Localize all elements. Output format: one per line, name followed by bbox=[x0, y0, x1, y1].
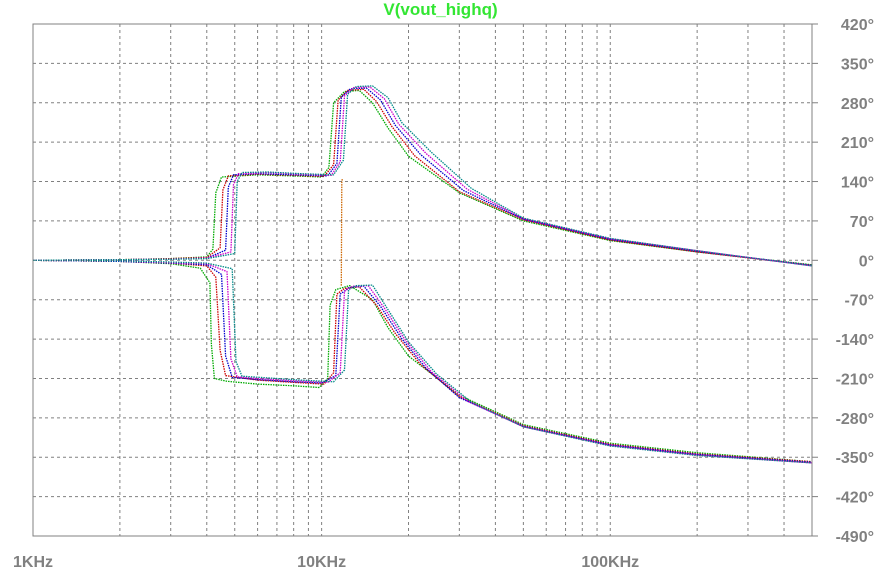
y-tick-label: 280° bbox=[841, 96, 874, 113]
x-tick-label: 100KHz bbox=[581, 554, 639, 571]
y-tick-label: -70° bbox=[844, 293, 874, 310]
series-line-11 bbox=[340, 178, 344, 286]
series-line-1 bbox=[32, 259, 813, 463]
plot-area-frame bbox=[32, 23, 813, 537]
y-axis-ticks: 420° 350° 280° 210° 140° 70° 0° -70° -140° -210° -… bbox=[812, 17, 874, 546]
grid bbox=[33, 23, 812, 537]
y-tick-label: 350° bbox=[841, 56, 874, 73]
y-tick-label: -280° bbox=[836, 411, 874, 428]
y-tick-label: 210° bbox=[841, 135, 874, 152]
y-tick-label: -490° bbox=[836, 529, 874, 546]
series-line-10 bbox=[32, 85, 813, 267]
y-tick-label: -210° bbox=[836, 371, 874, 388]
series-line-9 bbox=[32, 86, 813, 267]
x-axis-ticks: 1KHz 10KHz 100KHz bbox=[13, 554, 639, 571]
series-line-7 bbox=[32, 88, 813, 267]
series-line-4 bbox=[32, 259, 813, 464]
series-line-5 bbox=[32, 259, 813, 464]
y-tick-label: 70° bbox=[850, 214, 874, 231]
y-tick-label: 0° bbox=[859, 253, 874, 270]
y-tick-label: -420° bbox=[836, 490, 874, 507]
y-tick-label: 140° bbox=[841, 175, 874, 192]
series-group bbox=[32, 85, 813, 464]
y-tick-label: 420° bbox=[841, 17, 874, 34]
y-tick-label: -140° bbox=[836, 332, 874, 349]
series-line-6 bbox=[32, 89, 813, 266]
series-line-8 bbox=[32, 87, 813, 267]
chart-title: V(vout_highq) bbox=[383, 0, 498, 19]
x-tick-label: 1KHz bbox=[13, 554, 53, 571]
y-tick-label: -350° bbox=[836, 450, 874, 467]
x-tick-label: 10KHz bbox=[297, 554, 346, 571]
